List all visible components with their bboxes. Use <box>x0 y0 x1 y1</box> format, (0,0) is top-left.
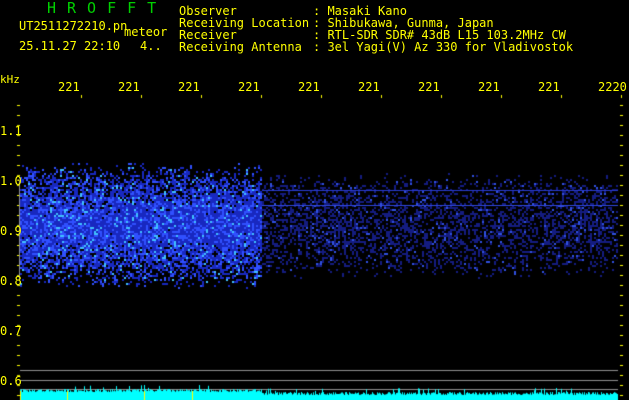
time-tick-label: 2220 <box>598 80 627 94</box>
field-label: Observer <box>179 4 237 18</box>
receiver-row: Receiver: RTL-SDR SDR# 43dB L15 103.2MHz… <box>179 28 566 42</box>
time-tick-label: 2218 <box>478 80 499 94</box>
time-tick-label: 2219 <box>538 80 559 94</box>
time-tick-label: 2213 <box>178 80 199 94</box>
field-label: Receiving Antenna <box>179 40 302 54</box>
field-value: 3el Yagi(V) Az 330 for Vladivostok <box>327 40 574 54</box>
field-value: Masaki Kano <box>327 4 407 18</box>
location-row: Receiving Location: Shibukawa, Gunma, Ja… <box>179 16 494 30</box>
y-unit-label: kHz <box>0 73 20 86</box>
time-tick-label: 2216 <box>358 80 379 94</box>
field-label: Receiving Location <box>179 16 310 30</box>
filename: UT2511272210.pn <box>19 19 128 33</box>
freq-tick-label: 0.8 <box>0 274 22 288</box>
field-value: Shibukawa, Gunma, Japan <box>327 16 494 30</box>
antenna-row: Receiving Antenna: 3el Yagi(V) Az 330 fo… <box>179 40 574 54</box>
freq-tick-label: 0.9 <box>0 224 22 238</box>
time-tick-label: 2215 <box>298 80 319 94</box>
observer-row: Observer: Masaki Kano <box>179 4 407 18</box>
field-value: RTL-SDR SDR# 43dB L15 103.2MHz CW <box>327 28 566 42</box>
time-tick-label: 2211 <box>58 80 79 94</box>
time-tick-label: 2217 <box>418 80 439 94</box>
freq-tick-label: 0.7 <box>0 324 22 338</box>
freq-tick-label: 0.6 <box>0 374 22 388</box>
app-title: HROFFT <box>47 0 168 17</box>
field-label: Receiver <box>179 28 237 42</box>
datetime: 25.11.27 22:10 <box>19 39 121 53</box>
mode-label: meteor <box>124 25 168 39</box>
freq-tick-label: 1.0 <box>0 174 22 188</box>
count: 4.. <box>140 39 162 53</box>
time-tick-label: 2214 <box>238 80 259 94</box>
freq-tick-label: 1.1 <box>0 124 22 138</box>
